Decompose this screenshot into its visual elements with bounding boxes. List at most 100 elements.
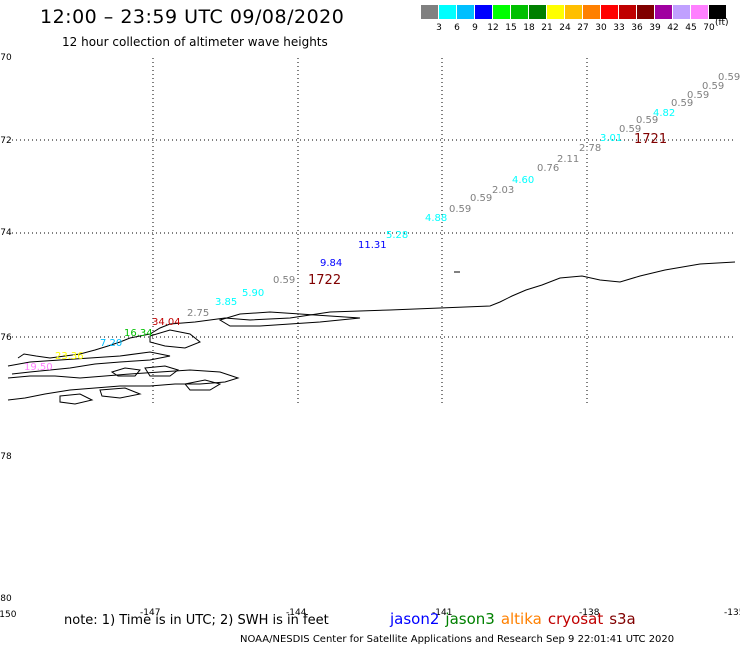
swh-value-label: 0.76 <box>537 163 559 174</box>
legend-tick-label: 9 <box>472 23 478 33</box>
legend-tick-label: 36 <box>631 23 643 33</box>
longitude-label: -144 <box>286 608 307 618</box>
legend-swatch <box>601 5 618 19</box>
coastline-segment <box>218 311 361 327</box>
legend-swatch <box>619 5 636 19</box>
legend-swatch <box>511 5 528 19</box>
legend-tick-label: 70 <box>703 23 715 33</box>
legend-tick-label: 3 <box>436 23 442 33</box>
swh-value-label: 4.88 <box>425 213 447 224</box>
swh-value-label: 11.31 <box>358 240 387 251</box>
legend-tick-label: 33 <box>613 23 625 33</box>
legend-tick-label: 18 <box>523 23 535 33</box>
map-title: 12:00 – 23:59 UTC 09/08/2020 <box>40 6 345 28</box>
longitude-label: -150 <box>0 610 17 620</box>
swh-value-label: 23.36 <box>55 351 84 362</box>
latitude-label: -74 <box>0 228 12 238</box>
latitude-label: -72 <box>0 136 12 146</box>
swh-value-label: 0.59 <box>449 204 471 215</box>
satellite-legend: jason2 jason3 altika cryosat s3a <box>390 609 642 628</box>
swh-value-label: 9.84 <box>320 258 342 269</box>
axis-labels: -70 -72 -74 -76 -78 -80 -150 -147 -144 -141 -138 -1… <box>0 53 740 620</box>
legend-tick-label: 12 <box>487 23 499 33</box>
legend-swatch <box>709 5 726 19</box>
swh-value-label: 2.03 <box>492 185 514 196</box>
coastline-segment <box>59 393 94 405</box>
legend-tick-label: 39 <box>649 23 661 33</box>
legend-swatch <box>529 5 546 19</box>
longitude-label: -147 <box>140 608 160 618</box>
legend-swatch <box>421 5 438 19</box>
legend-tick-label: 42 <box>667 23 679 33</box>
coastline-segment <box>7 369 240 401</box>
swh-value-label: 2.11 <box>557 154 579 165</box>
swh-value-label: 0.59 <box>671 98 693 109</box>
longitude-label: -141 <box>432 608 452 618</box>
satellite-legend-jason3: jason3 <box>445 610 495 628</box>
swh-value-label: 16.34 <box>124 328 153 339</box>
swh-value-label: 4.82 <box>653 108 675 119</box>
satellite-legend-altika: altika <box>500 610 542 628</box>
time-label: 1721 <box>634 132 667 147</box>
legend-swatch <box>583 5 600 19</box>
satellite-legend-s3a: s3a <box>609 610 636 628</box>
legend-tick-label: 24 <box>559 23 571 33</box>
swh-value-label: 19.50 <box>24 362 53 373</box>
swh-value-label: 2.75 <box>187 308 209 319</box>
legend-tick-label: 45 <box>685 23 697 33</box>
legend-swatch <box>439 5 456 19</box>
footnote: note: 1) Time is in UTC; 2) SWH is in fe… <box>64 613 329 628</box>
swh-value-label: 7.20 <box>100 338 122 349</box>
swh-value-label: 34.04 <box>152 317 181 328</box>
longitude-label: -138 <box>579 608 600 618</box>
legend-swatch <box>691 5 708 19</box>
coastline-segment <box>149 329 201 349</box>
coastline <box>7 261 736 405</box>
legend-tick-label: 21 <box>541 23 553 33</box>
legend-swatch <box>637 5 654 19</box>
coastline-segment <box>144 365 180 377</box>
legend-swatch <box>493 5 510 19</box>
legend-unit: (ft) <box>715 18 729 28</box>
credit-line: NOAA/NESDIS Center for Satellite Applica… <box>240 634 675 645</box>
legend-swatch <box>457 5 474 19</box>
legend-swatch <box>547 5 564 19</box>
legend-tick-label: 27 <box>577 23 589 33</box>
swh-value-label: 0.59 <box>702 81 724 92</box>
longitude-label: -135 <box>724 608 740 618</box>
coastline-segment <box>184 379 222 391</box>
legend-swatch <box>565 5 582 19</box>
latitude-label: -70 <box>0 53 12 63</box>
swh-value-label: 0.59 <box>470 193 492 204</box>
legend-tick-label: 6 <box>454 23 460 33</box>
lat-lon-grid <box>12 58 735 405</box>
legend-tick-label: 30 <box>595 23 607 33</box>
map-subtitle: 12 hour collection of altimeter wave hei… <box>62 35 328 49</box>
ice-shelf-edge <box>17 261 736 359</box>
swh-value-label: 0.59 <box>718 72 740 83</box>
swh-value-label: 4.60 <box>512 175 534 186</box>
legend-swatch <box>673 5 690 19</box>
time-labels: 1722 1721 <box>308 132 667 288</box>
latitude-label: -78 <box>0 452 12 462</box>
swh-value-label: 0.59 <box>687 90 709 101</box>
swh-value-label: 2.78 <box>579 143 601 154</box>
latitude-label: -76 <box>0 333 12 343</box>
swh-value-label: 0.59 <box>273 275 295 286</box>
satellite-legend-cryosat: cryosat <box>547 610 604 628</box>
legend-swatch <box>655 5 672 19</box>
legend-swatch <box>475 5 492 19</box>
time-label: 1722 <box>308 273 341 288</box>
swh-value-label: 3.01 <box>600 133 622 144</box>
swh-value-label: 5.90 <box>242 288 264 299</box>
coastline-segment <box>99 387 142 399</box>
swh-value-label: 3.85 <box>215 297 237 308</box>
coastline-segment <box>110 367 141 377</box>
latitude-label: -80 <box>0 594 12 604</box>
legend-tick-label: 15 <box>505 23 517 33</box>
swh-value-label: 5.28 <box>386 230 408 241</box>
swh-value-label: 0.59 <box>619 124 641 135</box>
satellite-legend-jason2: jason2 <box>390 610 440 628</box>
